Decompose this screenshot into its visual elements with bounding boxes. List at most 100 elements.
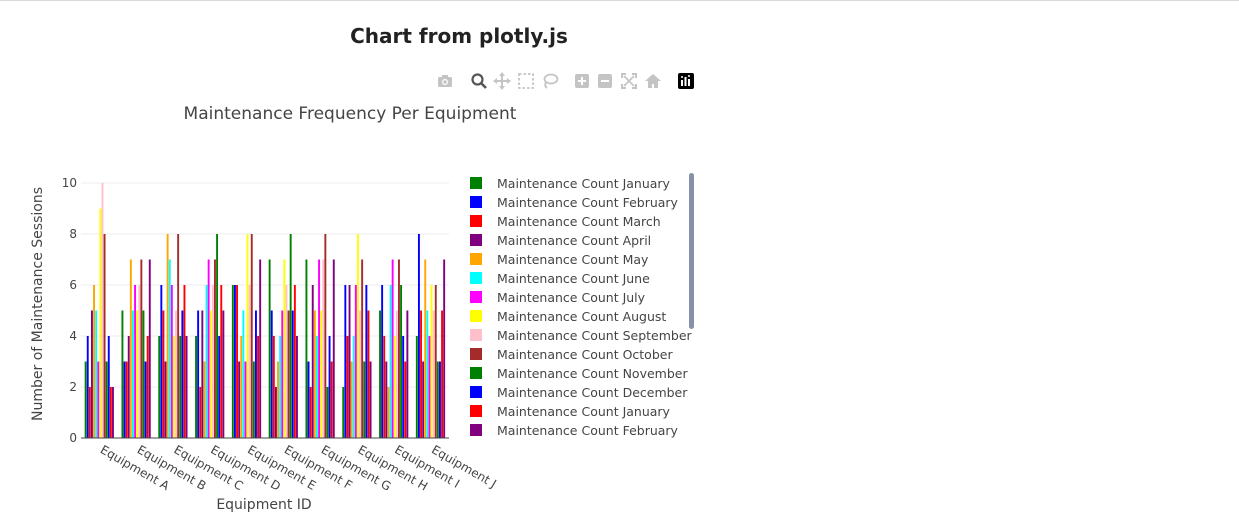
bar[interactable] [144, 361, 147, 439]
bar[interactable] [255, 310, 257, 439]
bar[interactable] [289, 234, 292, 438]
legend-swatch[interactable] [470, 386, 482, 398]
bar[interactable] [383, 336, 386, 438]
bar[interactable] [305, 259, 308, 439]
bar[interactable] [240, 336, 243, 438]
bar[interactable] [422, 361, 425, 439]
bar[interactable] [207, 259, 210, 439]
bar[interactable] [168, 259, 171, 439]
bar[interactable] [103, 234, 106, 438]
bar[interactable] [142, 310, 145, 439]
bar[interactable] [160, 285, 163, 438]
bar[interactable] [381, 285, 384, 438]
bar[interactable] [309, 387, 312, 438]
bar[interactable] [252, 361, 255, 439]
bar[interactable] [318, 259, 320, 439]
bar[interactable] [107, 336, 110, 438]
bar[interactable] [203, 361, 206, 439]
pan-icon[interactable] [493, 72, 511, 90]
legend-label[interactable]: Maintenance Count September [497, 328, 693, 343]
legend-swatch[interactable] [470, 291, 482, 303]
box-select-icon[interactable] [517, 72, 535, 90]
legend-label[interactable]: Maintenance Count February [497, 195, 679, 210]
bar[interactable] [123, 361, 126, 439]
bar[interactable] [146, 336, 149, 438]
bar[interactable] [389, 285, 392, 438]
bar[interactable] [426, 310, 429, 439]
bar[interactable] [173, 336, 175, 438]
bar[interactable] [369, 361, 372, 439]
bar[interactable] [195, 336, 197, 438]
bar[interactable] [359, 310, 362, 439]
bar[interactable] [281, 310, 284, 439]
bar[interactable] [354, 285, 357, 438]
legend-label[interactable]: Maintenance Count January [497, 176, 671, 191]
autoscale-icon[interactable] [620, 72, 638, 90]
plotly-logo-icon[interactable] [677, 72, 695, 90]
lasso-icon[interactable] [541, 72, 559, 90]
bar[interactable] [402, 336, 405, 438]
bar[interactable] [270, 310, 273, 439]
bar[interactable] [367, 310, 370, 439]
bar[interactable] [406, 310, 409, 439]
bar[interactable] [398, 259, 400, 439]
zoom-in-icon[interactable] [573, 72, 591, 90]
legend-swatch[interactable] [470, 329, 482, 341]
legend-swatch[interactable] [470, 234, 482, 246]
bar[interactable] [296, 336, 298, 438]
bar[interactable] [238, 361, 241, 439]
bar[interactable] [88, 387, 91, 438]
bar[interactable] [391, 259, 394, 439]
bar[interactable] [231, 285, 234, 438]
legend-swatch[interactable] [470, 405, 482, 417]
bar[interactable] [86, 336, 89, 438]
bar[interactable] [285, 285, 288, 438]
bar[interactable] [283, 259, 286, 439]
bar[interactable] [214, 259, 216, 439]
legend-swatch[interactable] [470, 196, 482, 208]
bar[interactable] [216, 234, 219, 438]
bar[interactable] [428, 336, 431, 438]
legend-label[interactable]: Maintenance Count June [497, 271, 650, 286]
bar[interactable] [272, 336, 275, 438]
bar[interactable] [197, 310, 200, 439]
bar[interactable] [320, 310, 323, 439]
zoom-icon[interactable] [470, 72, 488, 90]
legend-scrollbar[interactable] [689, 173, 694, 329]
bar[interactable] [330, 361, 333, 439]
bar[interactable] [183, 285, 186, 438]
bar[interactable] [352, 336, 355, 438]
bar[interactable] [395, 310, 398, 439]
bar[interactable] [432, 310, 435, 439]
bar[interactable] [246, 234, 249, 438]
bar[interactable] [205, 285, 208, 438]
legend-swatch[interactable] [470, 253, 482, 265]
bar[interactable] [131, 310, 134, 439]
legend-label[interactable]: Maintenance Count December [497, 385, 688, 400]
bar[interactable] [385, 361, 388, 439]
legend-label[interactable]: Maintenance Count January [497, 404, 671, 419]
bar[interactable] [248, 285, 251, 438]
bar[interactable] [404, 361, 407, 439]
bar[interactable] [257, 336, 260, 438]
bar[interactable] [158, 336, 161, 438]
legend-swatch[interactable] [470, 177, 482, 189]
bar[interactable] [220, 285, 223, 438]
bar[interactable] [236, 285, 238, 438]
bar[interactable] [361, 259, 364, 439]
legend-label[interactable]: Maintenance Count May [497, 252, 649, 267]
bar[interactable] [164, 361, 167, 439]
bar[interactable] [441, 310, 444, 439]
bar[interactable] [181, 310, 184, 439]
bar[interactable] [136, 310, 139, 439]
bar[interactable] [250, 234, 253, 438]
bar[interactable] [342, 387, 345, 438]
bar[interactable] [129, 259, 132, 439]
bar[interactable] [179, 336, 182, 438]
bar[interactable] [322, 259, 325, 439]
bar[interactable] [170, 285, 173, 438]
bar[interactable] [326, 387, 329, 438]
bar[interactable] [332, 259, 335, 439]
bar[interactable] [138, 285, 141, 438]
bar[interactable] [277, 361, 279, 439]
